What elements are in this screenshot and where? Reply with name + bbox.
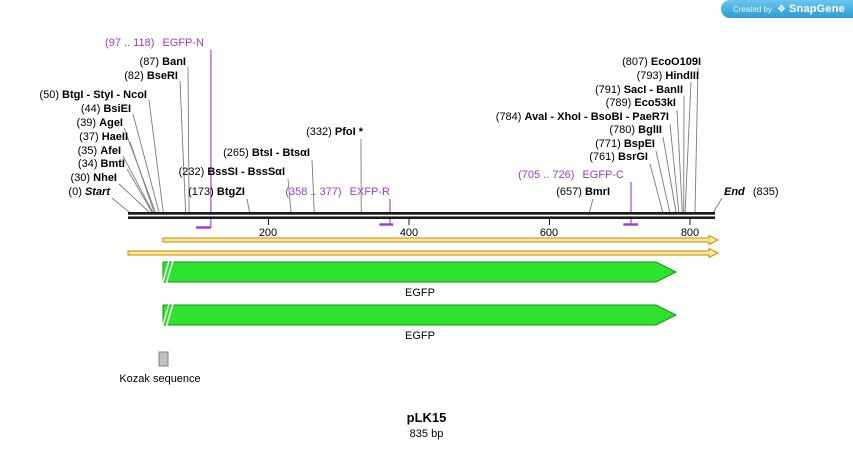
primer-marks[interactable]	[196, 50, 638, 229]
axis-tick-label-800: 800	[680, 227, 700, 239]
enzyme-label-nhei[interactable]: (30) NheI	[70, 172, 117, 184]
leader-lines	[111, 66, 723, 213]
enzyme-label-bsssi[interactable]: (232) BssSI - BssSαI	[178, 166, 285, 178]
axis-tick-label-200: 200	[258, 227, 278, 239]
feature-arrow-egfp-2[interactable]	[161, 303, 678, 327]
enzyme-label-eco53ki[interactable]: (789) Eco53kI	[605, 97, 676, 109]
plasmid-length: 835 bp	[409, 428, 444, 440]
enzyme-label-bmti[interactable]: (34) BmtI	[77, 158, 125, 170]
enzyme-label-bspei[interactable]: (771) BspEI	[595, 138, 655, 150]
orf-arrows[interactable]	[127, 234, 720, 259]
primer-label-egfp-c[interactable]: (705 .. 726) EGFP-C	[518, 169, 624, 181]
kozak-feature[interactable]	[158, 351, 169, 367]
snapgene-logo-icon: ❖	[777, 3, 786, 15]
axis-tick-label-400: 400	[399, 227, 419, 239]
enzyme-label-haeii[interactable]: (37) HaeII	[79, 131, 128, 143]
snapgene-badge: Created by ❖ SnapGene	[720, 0, 853, 18]
enzyme-label-bsrgi[interactable]: (761) BsrGI	[589, 151, 648, 163]
primer-label-egfp-n[interactable]: (97 .. 118) EGFP-N	[105, 37, 204, 49]
enzyme-label-saci-banii[interactable]: (791) SacI - BanII	[594, 84, 683, 96]
enzyme-label-pfoi[interactable]: (332) PfoI *	[306, 126, 363, 138]
enzyme-label-btgzi[interactable]: (173) BtgZI	[188, 186, 245, 198]
enzyme-label-avai-xhoi-bsobi-paer7i[interactable]: (784) AvaI - XhoI - BsoBI - PaeR7I	[495, 111, 669, 123]
enzyme-label-ecoo109i[interactable]: (807) EcoO109I	[622, 56, 701, 68]
feature-label-egfp-2: EGFP	[405, 330, 435, 342]
enzyme-label-bsiei[interactable]: (44) BsiEI	[80, 103, 131, 115]
orf-arrow-bottom	[127, 247, 720, 259]
primer-label-exfp-r[interactable]: (358 .. 377) EXFP-R	[285, 186, 390, 198]
enzyme-label-afei[interactable]: (35) AfeI	[77, 145, 121, 157]
map-start-label: (0) Start	[68, 186, 110, 198]
feature-label-egfp-1: EGFP	[405, 287, 435, 299]
enzyme-label-bmri[interactable]: (657) BmrI	[556, 186, 610, 198]
orf-arrow-top	[162, 234, 720, 246]
enzyme-label-bglii[interactable]: (780) BglII	[609, 124, 662, 136]
axis-tick-label-600: 600	[539, 227, 559, 239]
enzyme-label-agei[interactable]: (39) AgeI	[76, 117, 123, 129]
enzyme-label-btsi[interactable]: (265) BtsI - BtsαI	[223, 147, 310, 159]
plasmid-title: pLK15	[406, 410, 447, 425]
map-end-label: End (835)	[724, 186, 779, 198]
badge-brand-text: SnapGene	[788, 3, 845, 15]
sequence-axis	[128, 212, 715, 225]
feature-label-kozak: Kozak sequence	[119, 373, 201, 385]
badge-created-by-text: Created by	[732, 4, 773, 14]
enzyme-label-bani[interactable]: (87) BanI	[139, 56, 186, 68]
enzyme-label-hindiii[interactable]: (793) HindIII	[636, 70, 699, 82]
enzyme-label-bseri[interactable]: (82) BseRI	[124, 70, 178, 82]
enzyme-label-btgi-styi-ncoi[interactable]: (50) BtgI - StyI - NcoI	[39, 89, 147, 101]
feature-arrow-egfp-1[interactable]	[161, 260, 678, 284]
